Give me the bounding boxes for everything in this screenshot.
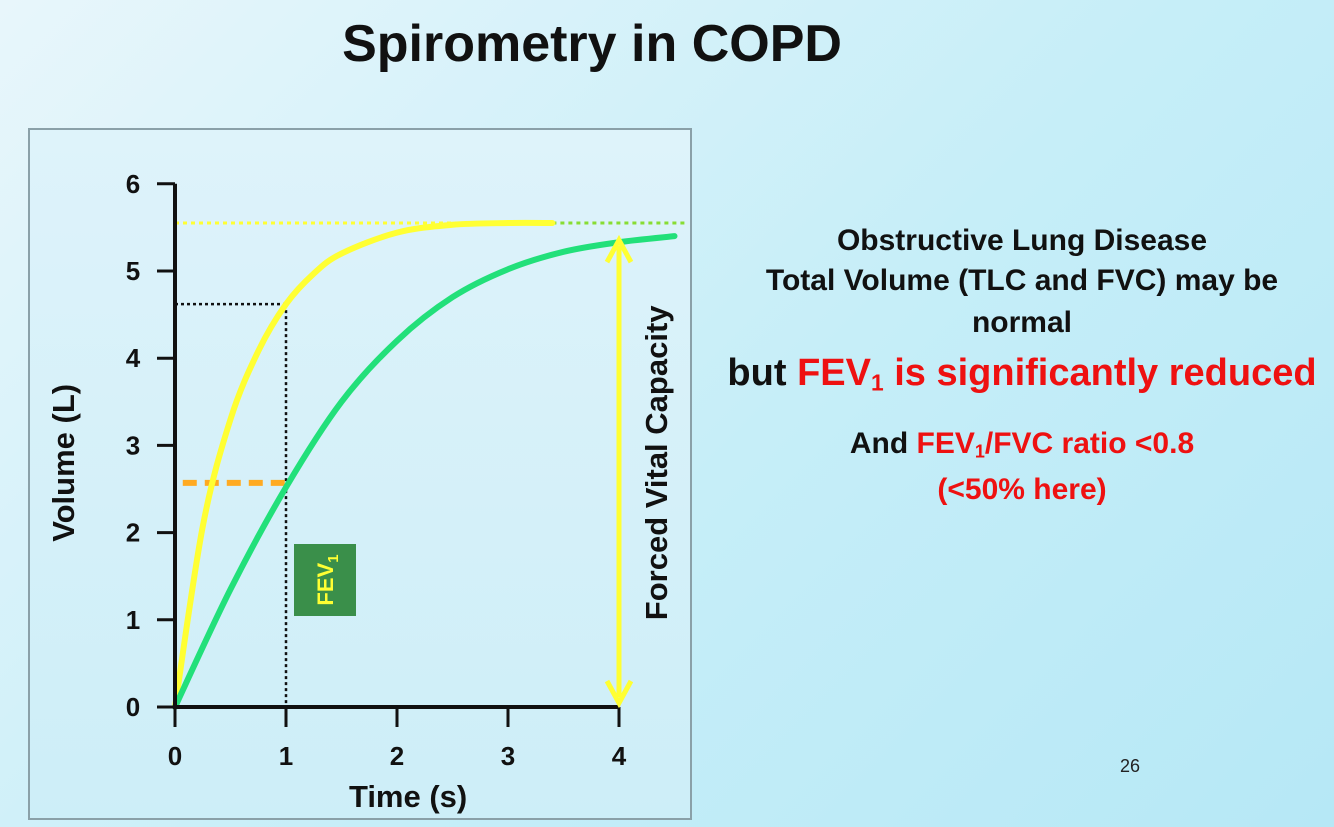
x-tick-label-2: 2 <box>390 741 404 771</box>
fvc-axis-label: Forced Vital Capacity <box>639 305 674 620</box>
y-tick-label-2: 2 <box>126 518 140 548</box>
fev1-label-box <box>294 544 356 616</box>
x-tick-label-4: 4 <box>612 741 627 771</box>
info-reduced-text: is significantly reduced <box>894 352 1317 394</box>
info-ratio-note: (<50% here) <box>937 473 1107 507</box>
x-tick-label-1: 1 <box>279 741 293 771</box>
y-axis-title: Volume (L) <box>46 384 81 542</box>
fvc-arrow-head-bottom <box>604 679 634 709</box>
info-panel: Obstructive Lung Disease Total Volume (T… <box>712 222 1332 509</box>
info-and-word: And <box>849 426 909 460</box>
y-tick-label-1: 1 <box>126 605 140 635</box>
y-tick-label-0: 0 <box>126 692 140 722</box>
fvc-arrow-head-top <box>604 234 634 264</box>
page-number: 26 <box>1120 756 1141 776</box>
x-axis-title: Time (s) <box>349 779 467 814</box>
series-line-normal <box>172 219 556 710</box>
series-line-copd <box>172 233 678 710</box>
spirometry-chart: 0 1 2 3 4 5 6 0 1 2 3 4 Time (s) Volume (L) Forced Vit… <box>46 169 686 814</box>
y-tick-label-5: 5 <box>126 256 140 286</box>
chart-frame: 0 1 2 3 4 5 6 0 1 2 3 4 Time (s) Volume (L) Forced Vit… <box>28 128 692 820</box>
fev1-box-label: FEV1 <box>313 554 342 605</box>
slide-title: Spirometry in COPD <box>342 15 842 73</box>
x-tick-label-3: 3 <box>501 741 515 771</box>
info-fev1-term: FEV1 <box>797 352 884 396</box>
info-volume-note: Total Volume (TLC and FVC) may be normal <box>765 264 1279 339</box>
x-tick-label-0: 0 <box>168 741 182 771</box>
info-fev1-reduced: but FEV1 is significantly reduced <box>712 348 1332 408</box>
y-tick-label-4: 4 <box>126 343 141 373</box>
info-ratio: And FEV1/FVC ratio <0.8 <box>712 424 1332 472</box>
info-heading: Obstructive Lung Disease <box>836 224 1208 257</box>
info-ratio-text: FEV1/FVC ratio <0.8 <box>916 426 1195 462</box>
y-tick-label-6: 6 <box>126 169 140 199</box>
info-but-word: but <box>727 352 787 394</box>
y-tick-label-3: 3 <box>126 430 140 460</box>
